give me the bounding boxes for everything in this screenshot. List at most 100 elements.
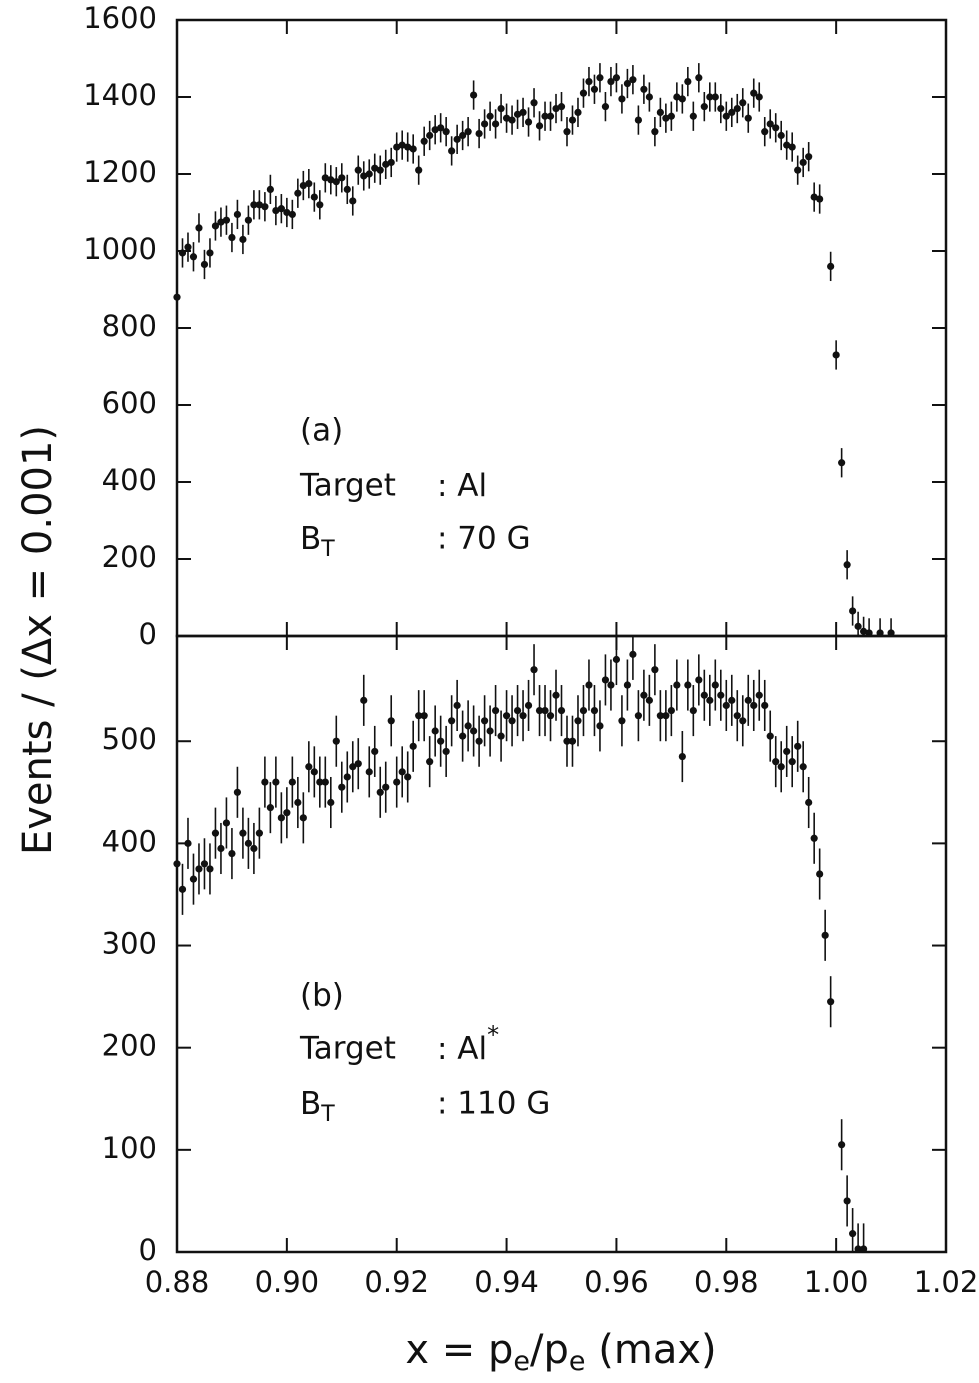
data-point: [766, 120, 774, 128]
data-point: [222, 216, 231, 224]
data-point: [722, 112, 730, 120]
data-point: [838, 459, 846, 467]
data-point: [250, 201, 258, 209]
x-axis-label-part: /p: [530, 1327, 569, 1373]
data-point: [178, 885, 187, 893]
data-point: [557, 103, 566, 111]
data-point: [849, 607, 857, 615]
y-tick-label: 100: [102, 1131, 157, 1165]
data-point: [195, 224, 203, 232]
data-point: [502, 114, 511, 122]
data-point: [305, 763, 313, 771]
data-point: [200, 860, 209, 868]
data-point: [420, 712, 428, 720]
data-point: [475, 737, 483, 745]
y-tick-label: 1000: [83, 232, 157, 266]
data-point: [805, 153, 813, 161]
data-point: [244, 839, 253, 847]
data-point: [491, 706, 500, 715]
data-point: [700, 691, 708, 699]
data-point: [277, 205, 285, 213]
data-point: [596, 74, 604, 82]
data-point: [233, 788, 242, 796]
data-point: [772, 124, 780, 132]
data-point: [387, 158, 395, 167]
data-point: [470, 91, 478, 99]
data-point: [404, 143, 412, 151]
data-point: [887, 629, 895, 637]
data-point: [426, 131, 434, 140]
data-point: [376, 166, 384, 174]
data-point: [222, 819, 231, 827]
data-point: [667, 706, 675, 715]
data-point: [305, 180, 313, 188]
data-point: [365, 768, 373, 776]
data-point: [607, 78, 615, 86]
data-point: [821, 931, 829, 939]
data-point: [244, 216, 253, 224]
data-point: [382, 160, 390, 168]
data-point: [437, 737, 445, 745]
y-tick-label: 1400: [83, 78, 157, 112]
data-point: [409, 742, 417, 750]
data-point: [464, 128, 472, 136]
y-axis-label: Events / (Δx = 0.001): [15, 425, 61, 855]
x-axis-label-part: e: [513, 1346, 530, 1377]
data-point: [739, 717, 747, 725]
data-point: [371, 164, 379, 172]
data-point: [327, 176, 335, 184]
data-point: [524, 118, 533, 126]
data-point: [530, 666, 538, 674]
data-point: [568, 737, 577, 745]
data-point: [310, 768, 318, 776]
data-point: [744, 696, 752, 704]
target-key: Target: [299, 1031, 396, 1067]
data-point: [283, 208, 291, 217]
data-point: [656, 108, 664, 116]
data-point: [486, 727, 494, 735]
data-point: [640, 691, 648, 699]
y-tick-label: 300: [102, 927, 157, 961]
data-point: [783, 747, 791, 756]
data-point: [541, 112, 549, 120]
data-point: [310, 193, 318, 201]
data-point: [294, 798, 302, 807]
data-point: [481, 717, 489, 725]
data-point: [189, 253, 198, 261]
data-point: [574, 108, 582, 116]
data-point: [387, 717, 395, 725]
data-point: [332, 737, 340, 745]
data-point: [343, 185, 351, 193]
data-point: [332, 178, 340, 186]
data-point: [634, 712, 643, 720]
data-point: [535, 706, 544, 715]
data-point: [239, 235, 247, 244]
data-point: [173, 293, 181, 301]
data-point: [678, 95, 686, 103]
data-point: [645, 93, 653, 101]
x-tick-label: 1.00: [804, 1265, 869, 1299]
data-point: [568, 116, 577, 124]
data-point: [700, 103, 708, 111]
data-point: [459, 732, 467, 740]
data-point: [426, 758, 434, 766]
data-point: [217, 218, 225, 226]
data-point: [585, 78, 593, 86]
data-point: [728, 696, 736, 704]
target-value-sup: *: [487, 1021, 499, 1049]
data-point: [420, 137, 428, 145]
data-point: [513, 706, 522, 715]
data-point: [464, 722, 472, 730]
data-point: [563, 737, 571, 745]
data-point: [860, 1245, 868, 1253]
data-point: [552, 104, 560, 113]
data-point: [360, 172, 368, 180]
data-point: [623, 681, 632, 689]
data-point: [810, 193, 818, 201]
data-point: [838, 1141, 846, 1149]
data-point: [343, 773, 351, 781]
data-point: [250, 844, 258, 853]
y-tick-label: 1200: [83, 155, 157, 189]
field-key-sub: T: [320, 537, 335, 562]
